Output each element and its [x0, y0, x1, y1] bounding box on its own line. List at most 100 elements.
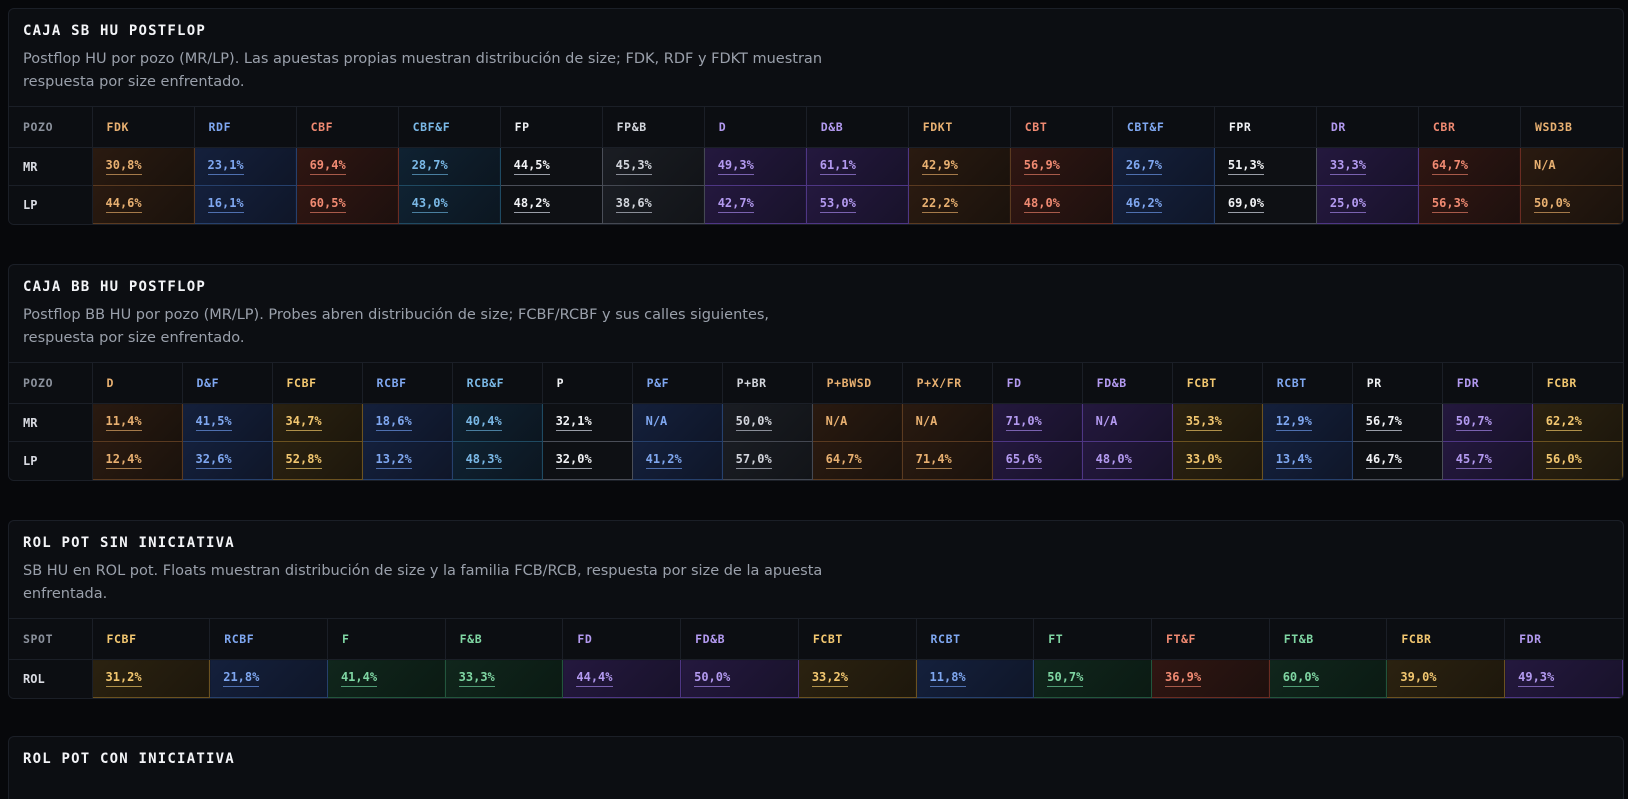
stat-cell[interactable]: 71,0%: [991, 403, 1083, 442]
stat-cell[interactable]: 65,6%: [991, 441, 1083, 480]
stat-cell[interactable]: 25,0%: [1315, 185, 1419, 224]
stat-value[interactable]: 42,7%: [717, 196, 754, 213]
stat-cell[interactable]: 12,4%: [91, 441, 183, 480]
column-header-f[interactable]: F: [327, 619, 446, 660]
stat-value[interactable]: 56,0%: [1545, 452, 1582, 469]
column-header-d-f[interactable]: D&F: [182, 363, 273, 404]
column-header-rcbt[interactable]: RCBT: [916, 619, 1035, 660]
column-header-fd[interactable]: FD: [992, 363, 1083, 404]
stat-value[interactable]: 56,9%: [1023, 158, 1060, 175]
stat-value[interactable]: 64,7%: [825, 452, 862, 469]
column-header-cbr[interactable]: CBR: [1418, 107, 1521, 148]
stat-value[interactable]: 25,0%: [1329, 196, 1366, 213]
stat-value[interactable]: 60,0%: [1282, 670, 1319, 687]
stat-value[interactable]: 56,7%: [1365, 414, 1402, 431]
stat-value[interactable]: 11,4%: [105, 414, 142, 431]
stat-value[interactable]: 26,7%: [1125, 158, 1162, 175]
stat-cell[interactable]: 11,8%: [915, 659, 1035, 698]
stat-cell[interactable]: N/A: [1081, 403, 1173, 442]
stat-cell[interactable]: 44,4%: [562, 659, 682, 698]
stat-value[interactable]: N/A: [825, 414, 848, 428]
column-header-fdk[interactable]: FDK: [92, 107, 195, 148]
stat-value[interactable]: 21,8%: [223, 670, 260, 687]
stat-cell[interactable]: 26,7%: [1111, 147, 1215, 186]
stat-cell[interactable]: 50,0%: [680, 659, 799, 698]
stat-cell[interactable]: 43,0%: [397, 185, 501, 224]
column-header-cbf[interactable]: CBF: [296, 107, 399, 148]
stat-value[interactable]: 50,7%: [1455, 414, 1492, 431]
stat-cell[interactable]: 60,5%: [295, 185, 399, 224]
stat-cell[interactable]: 48,2%: [499, 185, 603, 224]
column-header-p-x-fr[interactable]: P+X/FR: [902, 363, 993, 404]
column-header-ft[interactable]: FT: [1033, 619, 1152, 660]
stat-cell[interactable]: 50,0%: [1519, 185, 1623, 224]
stat-value[interactable]: 41,4%: [340, 670, 378, 687]
stat-value[interactable]: N/A: [1095, 414, 1118, 428]
column-header-p[interactable]: P: [542, 363, 633, 404]
stat-cell[interactable]: 44,6%: [91, 185, 195, 224]
stat-value[interactable]: 43,0%: [411, 196, 448, 213]
stat-value[interactable]: 64,7%: [1431, 158, 1469, 175]
stat-value[interactable]: 69,0%: [1227, 196, 1264, 213]
column-header-p-br[interactable]: P+BR: [722, 363, 813, 404]
stat-value[interactable]: 48,3%: [465, 452, 502, 469]
column-header-fcbr[interactable]: FCBR: [1532, 363, 1623, 404]
stat-value[interactable]: 38,6%: [615, 196, 652, 213]
stat-value[interactable]: 45,3%: [615, 158, 652, 175]
stat-cell[interactable]: 41,5%: [181, 403, 273, 442]
column-header-fcbr[interactable]: FCBR: [1386, 619, 1506, 660]
stat-value[interactable]: 57,0%: [735, 452, 772, 469]
stat-cell[interactable]: 13,2%: [361, 441, 453, 480]
stat-value[interactable]: 44,5%: [513, 158, 550, 175]
stat-cell[interactable]: 18,6%: [361, 403, 453, 442]
stat-value[interactable]: 40,4%: [465, 414, 502, 431]
stat-value[interactable]: 39,0%: [1400, 670, 1437, 687]
column-header-fdr[interactable]: FDR: [1442, 363, 1533, 404]
stat-cell[interactable]: 56,0%: [1531, 441, 1623, 480]
stat-value[interactable]: 11,8%: [929, 670, 966, 687]
column-header-rdf[interactable]: RDF: [194, 107, 297, 148]
stat-cell[interactable]: 48,0%: [1081, 441, 1173, 480]
stat-value[interactable]: 32,1%: [555, 414, 592, 431]
column-header-fdr[interactable]: FDR: [1504, 619, 1623, 660]
stat-cell[interactable]: 11,4%: [91, 403, 183, 442]
column-header-fcbt[interactable]: FCBT: [1172, 363, 1263, 404]
stat-cell[interactable]: 39,0%: [1386, 659, 1506, 698]
stat-value[interactable]: 44,6%: [105, 196, 142, 213]
stat-cell[interactable]: 48,0%: [1009, 185, 1113, 224]
stat-cell[interactable]: 23,1%: [193, 147, 297, 186]
stat-cell[interactable]: 46,7%: [1351, 441, 1443, 480]
stat-value[interactable]: 33,0%: [1185, 452, 1222, 469]
stat-value[interactable]: 71,0%: [1005, 414, 1042, 431]
stat-value[interactable]: 23,1%: [207, 158, 244, 175]
stat-value[interactable]: 46,7%: [1365, 452, 1402, 469]
stat-value[interactable]: N/A: [645, 414, 668, 428]
stat-cell[interactable]: 60,0%: [1268, 659, 1388, 698]
column-header-cbf-f[interactable]: CBF&F: [398, 107, 501, 148]
stat-value[interactable]: 49,3%: [1518, 670, 1555, 687]
column-header-fd[interactable]: FD: [562, 619, 682, 660]
stat-value[interactable]: 42,9%: [921, 158, 958, 175]
stat-value[interactable]: 65,6%: [1005, 452, 1042, 469]
stat-cell[interactable]: 33,3%: [1315, 147, 1419, 186]
column-header-wsd3b[interactable]: WSD3B: [1520, 107, 1623, 148]
stat-value[interactable]: 69,4%: [309, 158, 346, 175]
stat-value[interactable]: 50,0%: [694, 670, 731, 687]
stat-value[interactable]: 41,5%: [195, 414, 232, 431]
column-header-ft-b[interactable]: FT&B: [1269, 619, 1388, 660]
stat-value[interactable]: 32,6%: [195, 452, 232, 469]
column-header-d[interactable]: D: [704, 107, 807, 148]
column-header-fd-b[interactable]: FD&B: [1082, 363, 1173, 404]
stat-value[interactable]: 56,3%: [1431, 196, 1469, 213]
stat-cell[interactable]: 50,7%: [1441, 403, 1533, 442]
stat-value[interactable]: 30,8%: [105, 158, 142, 175]
stat-cell[interactable]: 36,9%: [1150, 659, 1270, 698]
column-header-fcbf[interactable]: FCBF: [272, 363, 363, 404]
stat-value[interactable]: 13,2%: [375, 452, 412, 469]
stat-cell[interactable]: 42,9%: [907, 147, 1011, 186]
column-header-fp[interactable]: FP: [500, 107, 603, 148]
stat-cell[interactable]: 51,3%: [1213, 147, 1317, 186]
stat-cell[interactable]: 48,3%: [451, 441, 543, 480]
stat-cell[interactable]: 40,4%: [451, 403, 543, 442]
column-header-fp-b[interactable]: FP&B: [602, 107, 705, 148]
